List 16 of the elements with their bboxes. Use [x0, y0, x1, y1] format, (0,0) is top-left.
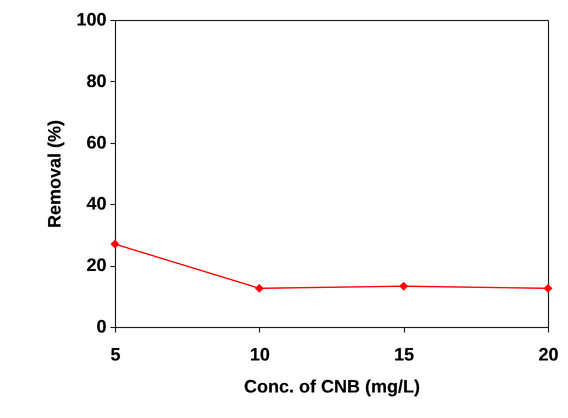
x-tick-label: 5	[110, 344, 121, 364]
x-tick-label: 15	[394, 344, 414, 364]
point	[399, 282, 408, 291]
x-tick-label: 10	[250, 344, 270, 364]
y-tick-label: 60	[86, 132, 106, 152]
x-tick-label: 20	[538, 344, 559, 364]
x-axis-title: Conc. of CNB (mg/L)	[244, 376, 420, 396]
point	[254, 284, 264, 293]
y-tick-label: 40	[86, 194, 106, 214]
point	[544, 284, 552, 293]
y-axis-title: Removal (%)	[44, 120, 64, 228]
y-tick-label: 100	[76, 10, 106, 30]
y-tick-label: 80	[86, 70, 106, 91]
point	[110, 240, 120, 249]
y-tick-label: 20	[86, 255, 106, 276]
y-tick-label: 0	[96, 316, 106, 336]
